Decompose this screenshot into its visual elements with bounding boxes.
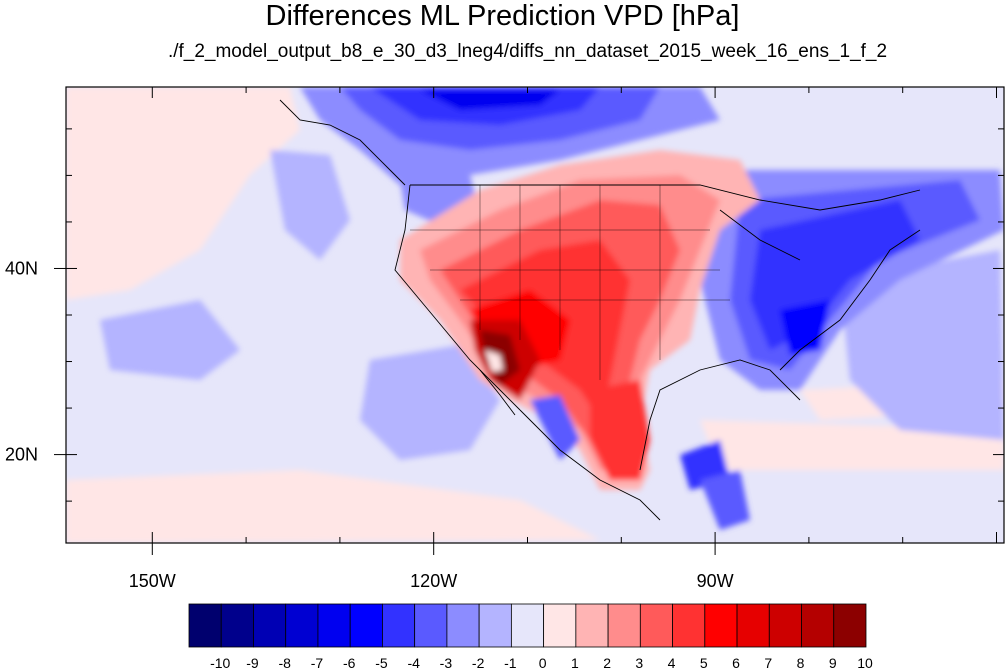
colorbar-swatch: [736, 603, 770, 648]
colorbar-swatch: [833, 603, 867, 648]
colorbar-label: -10: [210, 655, 230, 671]
colorbar-label: 4: [668, 655, 676, 671]
colorbar-swatch: [510, 603, 545, 648]
state-borders: [410, 185, 730, 380]
colorbar-label: 5: [700, 655, 708, 671]
lat-tick-label: 40N: [5, 258, 38, 278]
colorbar-swatch: [220, 603, 254, 648]
colorbar-swatch: [543, 603, 577, 648]
lon-tick-label: 90W: [697, 571, 734, 591]
lon-tick-label: 120W: [410, 571, 457, 591]
colorbar-swatch: [446, 603, 480, 648]
colorbar-swatch: [188, 603, 222, 648]
lon-tick-label: 150W: [129, 571, 176, 591]
colorbar-label: 1: [571, 655, 579, 671]
colorbar-swatch: [801, 603, 835, 648]
colorbar-swatch: [382, 603, 416, 648]
colorbar-label: -8: [278, 655, 291, 671]
colorbar-swatch: [478, 603, 512, 648]
colorbar-swatch: [349, 603, 383, 648]
colorbar-swatch: [672, 603, 706, 648]
lat-tick-label: 20N: [5, 445, 38, 465]
map-title: Differences ML Prediction VPD [hPa]: [265, 0, 740, 32]
axis-ticks: [54, 87, 1004, 555]
colorbar-label: -2: [472, 655, 485, 671]
colorbar-label: -4: [407, 655, 420, 671]
colorbar-swatch: [575, 603, 609, 648]
colorbar: -10 -9 -8 -7 -6 -5 -4 -3 -2 -1 0 1 2 3 4 5 6 7 8 9 10: [188, 603, 873, 671]
colorbar-swatch: [704, 603, 738, 648]
map-field: [66, 87, 1004, 543]
colorbar-label: -1: [504, 655, 517, 671]
coastlines: [279, 99, 921, 521]
colorbar-label: 8: [797, 655, 805, 671]
colorbar-label: 9: [829, 655, 837, 671]
colorbar-label: 2: [603, 655, 611, 671]
colorbar-label: -3: [440, 655, 453, 671]
colorbar-label: 7: [764, 655, 772, 671]
colorbar-label: 0: [539, 655, 547, 671]
colorbar-label: 3: [635, 655, 643, 671]
colorbar-label: -5: [375, 655, 388, 671]
colorbar-label: -7: [311, 655, 324, 671]
colorbar-swatch: [607, 603, 641, 648]
colorbar-swatch: [639, 603, 673, 648]
colorbar-swatch: [253, 603, 287, 648]
colorbar-swatch: [414, 603, 448, 648]
colorbar-label: -6: [343, 655, 356, 671]
colorbar-label: 10: [857, 655, 873, 671]
axis-labels: 150W 120W 90W 40N 20N: [5, 258, 734, 591]
colorbar-label: 6: [732, 655, 740, 671]
colorbar-swatch: [285, 603, 319, 648]
colorbar-swatch: [317, 603, 351, 648]
colorbar-swatch: [768, 603, 802, 648]
map-subtitle: ./f_2_model_output_b8_e_30_d3_lneg4/diff…: [167, 41, 888, 62]
colorbar-label: -9: [246, 655, 259, 671]
